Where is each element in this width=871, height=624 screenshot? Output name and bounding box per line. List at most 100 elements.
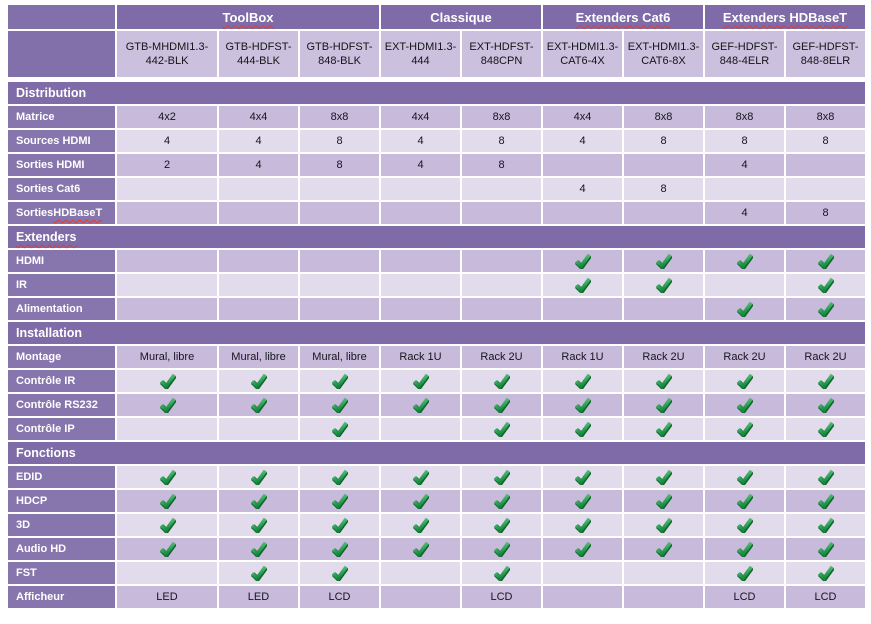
check-icon	[574, 373, 591, 389]
cell	[381, 586, 460, 608]
cell	[705, 514, 784, 536]
cell: 4x4	[543, 106, 622, 128]
check-icon	[817, 565, 834, 581]
check-icon	[493, 541, 510, 557]
cell-value: 8	[660, 183, 667, 195]
cell-value: 4x4	[573, 111, 592, 123]
cell-value: 8x8	[654, 111, 673, 123]
product-name: EXT-HDFST-848CPN	[469, 40, 534, 67]
cell-value: 4	[417, 159, 424, 171]
group-header-label: Extenders Cat6	[575, 9, 671, 25]
cell	[705, 466, 784, 488]
cell	[462, 202, 541, 224]
cell-value: Rack 2U	[804, 351, 847, 363]
cell: LED	[117, 586, 217, 608]
cell: 4	[381, 154, 460, 176]
cell: 8	[624, 130, 703, 152]
cell: Rack 2U	[705, 346, 784, 368]
cell	[624, 202, 703, 224]
cell	[219, 466, 298, 488]
check-icon	[736, 541, 753, 557]
table-row-sorties-cat6: Sorties Cat6 4 8	[8, 178, 865, 200]
check-icon	[817, 397, 834, 413]
table-row-contr-le-rs232: Contrôle RS232	[8, 394, 865, 416]
cell	[462, 298, 541, 320]
cell-value: Rack 2U	[723, 351, 766, 363]
check-icon	[736, 517, 753, 533]
cell	[300, 298, 379, 320]
cell	[300, 514, 379, 536]
check-icon	[250, 373, 267, 389]
check-icon	[159, 469, 176, 485]
check-icon	[817, 493, 834, 509]
row-label-text: Sources HDMI	[16, 135, 91, 147]
cell-value: Mural, libre	[231, 351, 286, 363]
cell	[462, 490, 541, 512]
cell: 4x2	[117, 106, 217, 128]
check-icon	[736, 469, 753, 485]
cell-value: 8	[498, 135, 505, 147]
cell: 2	[117, 154, 217, 176]
cell	[543, 154, 622, 176]
table-row-hdcp: HDCP	[8, 490, 865, 512]
cell-value: LCD	[814, 591, 837, 603]
cell	[381, 202, 460, 224]
cell: 8x8	[705, 106, 784, 128]
cell: 4	[705, 202, 784, 224]
cell	[462, 370, 541, 392]
cell	[117, 490, 217, 512]
row-label-text: Sorties HDMI	[16, 159, 85, 171]
cell-value: 8	[741, 135, 748, 147]
check-icon	[493, 517, 510, 533]
cell: 8	[786, 202, 865, 224]
cell	[705, 562, 784, 584]
cell	[117, 514, 217, 536]
cell: 8x8	[300, 106, 379, 128]
group-header-extenders-hdbaset: Extenders HDBaseT	[705, 5, 865, 29]
group-header-row: ToolBox Classique Extenders Cat6 Extenders …	[8, 5, 865, 29]
cell	[381, 250, 460, 272]
cell: LCD	[462, 586, 541, 608]
cell-value: 8	[822, 207, 829, 219]
product-name: GEF-HDFST-848-8ELR	[792, 40, 859, 67]
product-name: GTB-HDFST-848-BLK	[306, 40, 373, 67]
cell	[219, 202, 298, 224]
check-icon	[574, 469, 591, 485]
cell: 8	[705, 130, 784, 152]
cell	[219, 250, 298, 272]
check-icon	[817, 517, 834, 533]
table-row-3d: 3D	[8, 514, 865, 536]
cell	[786, 418, 865, 440]
cell	[381, 298, 460, 320]
check-icon	[331, 493, 348, 509]
section-title: Installation	[16, 326, 82, 340]
cell-value: 4	[579, 183, 586, 195]
cell	[543, 274, 622, 296]
check-icon	[736, 493, 753, 509]
cell	[786, 394, 865, 416]
check-icon	[574, 517, 591, 533]
cell: LCD	[300, 586, 379, 608]
cell	[300, 562, 379, 584]
table-row-contr-le-ip: Contrôle IP	[8, 418, 865, 440]
check-icon	[655, 493, 672, 509]
cell	[624, 298, 703, 320]
product-header-ext-hdmi1-3-444: EXT-HDMI1.3-444	[381, 31, 460, 77]
cell	[705, 490, 784, 512]
row-label-sorties-cat6: Sorties Cat6	[8, 178, 115, 200]
cell	[462, 394, 541, 416]
cell: Rack 1U	[543, 346, 622, 368]
check-icon	[159, 517, 176, 533]
check-icon	[493, 469, 510, 485]
check-icon	[159, 397, 176, 413]
cell	[543, 250, 622, 272]
cell	[543, 418, 622, 440]
cell	[219, 178, 298, 200]
check-icon	[493, 373, 510, 389]
table-row-sources-hdmi: Sources HDMI 4 4 8 4 8 4 8 8 8	[8, 130, 865, 152]
check-icon	[574, 541, 591, 557]
cell	[786, 178, 865, 200]
cell	[300, 274, 379, 296]
cell: 4x4	[381, 106, 460, 128]
cell-value: 8x8	[330, 111, 349, 123]
